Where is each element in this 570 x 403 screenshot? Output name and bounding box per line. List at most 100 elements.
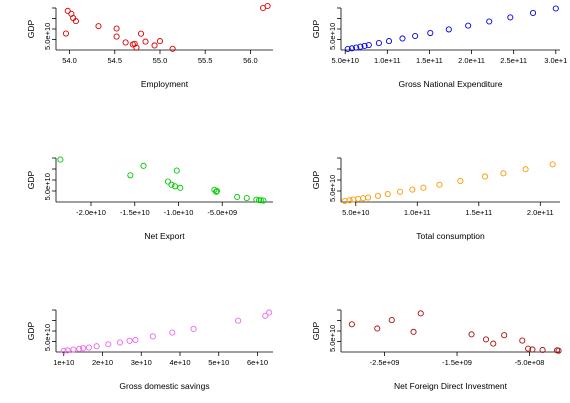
x-tick-label: 1.0e+11 xyxy=(374,56,401,65)
data-point xyxy=(507,14,514,21)
data-point xyxy=(482,336,490,343)
x-axis-title: Total consumption xyxy=(416,231,485,241)
data-point xyxy=(190,325,197,332)
plot-panel-3: -2.0e+10 -1.5e+10 -1.0e+10 -5.0e+09 5.0e+10 N… xyxy=(26,156,273,241)
data-point xyxy=(360,195,367,202)
data-point xyxy=(171,183,179,190)
x-axis-title: Net Export xyxy=(144,231,185,241)
y-tick-label: 5.0e+10 xyxy=(328,325,337,352)
data-point xyxy=(234,193,241,201)
x-tick-label: 3.0e+1 xyxy=(544,56,567,65)
x-tick-label: -2.5e+09 xyxy=(370,358,400,367)
data-point xyxy=(72,18,79,25)
data-point xyxy=(262,312,269,319)
y-tick-label: 5.0e+10 xyxy=(328,175,337,202)
data-point xyxy=(365,194,372,201)
data-point xyxy=(445,26,452,33)
data-point xyxy=(348,321,355,328)
data-point xyxy=(549,161,556,168)
x-tick-label: 5e+10 xyxy=(208,358,229,367)
x-tick-label: 55.0 xyxy=(153,56,168,65)
data-point xyxy=(552,5,559,12)
x-tick-label: 2e+10 xyxy=(92,358,113,367)
y-axis-title: GDP xyxy=(311,170,321,189)
x-tick-label: 56.0 xyxy=(243,56,258,65)
x-tick-label: 6e+10 xyxy=(247,358,268,367)
data-point xyxy=(409,186,416,193)
data-point xyxy=(131,40,138,47)
data-point xyxy=(57,156,64,163)
data-point xyxy=(80,345,87,352)
x-tick-label: 55.5 xyxy=(198,56,213,65)
x-axis-title: Gross National Expenditure xyxy=(399,79,503,89)
data-point xyxy=(169,329,176,336)
x-tick-label: 5.0e+10 xyxy=(332,56,359,65)
x-tick-label: 1e+10 xyxy=(53,358,74,367)
data-point xyxy=(142,38,149,45)
data-point xyxy=(481,173,488,180)
data-point xyxy=(70,346,77,353)
data-point xyxy=(486,18,493,25)
data-point xyxy=(173,167,180,174)
x-tick-label: 54.5 xyxy=(107,56,122,65)
x-axis-title: Net Foreign Direct Investment xyxy=(394,381,508,391)
plot-panel-1: 54.0 54.5 55.0 55.5 56.0 5.0e+10 Employment GDP xyxy=(26,2,273,89)
x-tick-label: 5.0e+10 xyxy=(342,208,369,217)
x-tick-label: 4e+10 xyxy=(169,358,190,367)
data-point xyxy=(76,345,83,352)
y-tick-label: 5.0e+10 xyxy=(43,23,52,50)
x-tick-label: 2.0e+11 xyxy=(527,208,554,217)
data-point xyxy=(397,188,404,195)
data-point xyxy=(105,341,112,348)
data-point xyxy=(427,29,434,37)
data-point xyxy=(266,309,273,316)
x-tick-label: 2.0e+11 xyxy=(458,56,485,65)
data-point xyxy=(399,35,406,42)
data-point xyxy=(457,177,464,184)
data-point xyxy=(529,346,536,353)
data-point xyxy=(177,184,184,191)
data-point xyxy=(64,347,71,354)
data-point xyxy=(348,45,356,52)
y-axis-title: GDP xyxy=(311,321,321,340)
data-point xyxy=(468,331,475,338)
y-tick-label: 5.0e+10 xyxy=(328,23,337,50)
data-point xyxy=(420,184,427,191)
data-point xyxy=(113,33,120,40)
data-point xyxy=(525,345,532,352)
data-point xyxy=(116,339,123,346)
x-tick-label: 1.5e+11 xyxy=(465,208,492,217)
x-tick-label: -5.0e+09 xyxy=(207,208,237,217)
data-point xyxy=(436,181,443,188)
data-point xyxy=(113,25,120,32)
data-point xyxy=(412,32,419,40)
data-point xyxy=(385,38,393,45)
data-point xyxy=(355,195,362,202)
data-point xyxy=(243,195,250,202)
data-point xyxy=(168,181,175,188)
data-point xyxy=(156,38,164,45)
data-point xyxy=(60,347,67,354)
data-point xyxy=(357,43,364,50)
data-point xyxy=(127,172,134,179)
plot-panel-4: 5.0e+10 1.0e+11 1.5e+11 2.0e+11 5.0e+10 Total… xyxy=(311,157,560,241)
data-point xyxy=(555,347,562,354)
data-point xyxy=(490,340,497,347)
data-point xyxy=(151,42,158,49)
data-point xyxy=(365,42,372,49)
data-point xyxy=(149,333,156,340)
x-tick-label: -2.0e+10 xyxy=(76,208,106,217)
data-point xyxy=(361,42,368,49)
data-point xyxy=(375,40,382,47)
data-point xyxy=(213,188,220,195)
data-point xyxy=(85,344,92,351)
data-point xyxy=(529,9,537,16)
data-point xyxy=(501,332,508,339)
x-tick-label: -1.5e+10 xyxy=(120,208,150,217)
data-point xyxy=(264,2,271,10)
data-point xyxy=(410,328,417,335)
data-point xyxy=(235,317,242,324)
data-point xyxy=(519,337,526,344)
y-axis-title: GDP xyxy=(26,170,36,189)
